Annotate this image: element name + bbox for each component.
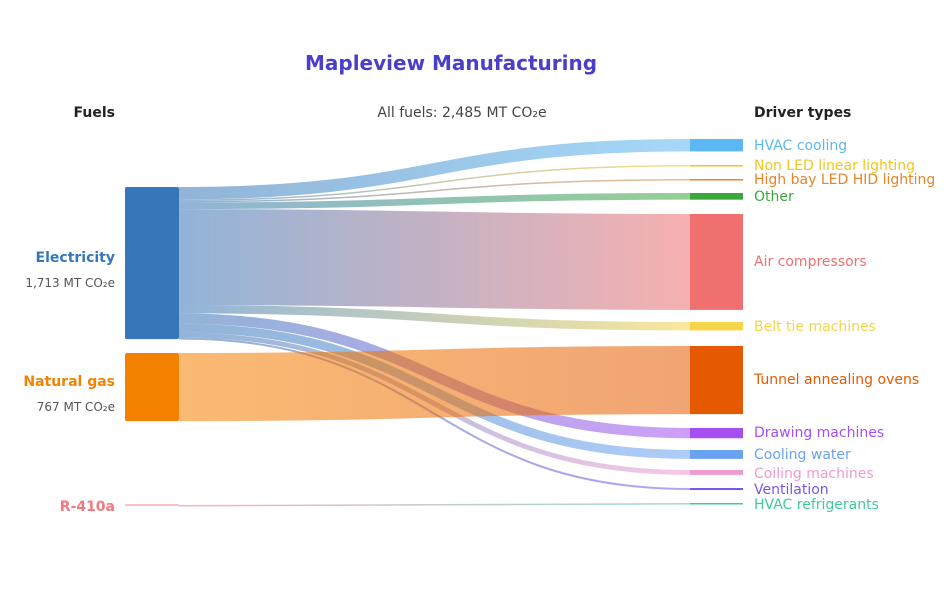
target-node-belt-tie-machines[interactable]	[690, 322, 743, 331]
source-label-natural-gas: Natural gas	[23, 374, 115, 390]
target-node-hvac-cooling[interactable]	[690, 139, 743, 152]
target-label-air-compressors: Air compressors	[754, 254, 867, 270]
target-node-other[interactable]	[690, 193, 743, 200]
target-label-drawing-machines: Drawing machines	[754, 425, 884, 441]
sankey-nodes	[125, 139, 743, 506]
sankey-labels: Electricity 1,713 MT CO₂e Natural gas 767 M…	[23, 138, 935, 515]
link-natural-gas-to-tunnel-annealing-ovens	[178, 346, 691, 422]
link-electricity-to-high-bay-led-hid-lighting	[178, 179, 691, 203]
source-node-electricity[interactable]	[125, 187, 179, 340]
link-electricity-to-air-compressors	[178, 209, 691, 310]
right-header: Driver types	[754, 105, 851, 121]
target-label-high-bay-led-hid-lighting: High bay LED HID lighting	[754, 172, 935, 188]
target-label-tunnel-annealing-ovens: Tunnel annealing ovens	[753, 372, 919, 388]
left-header: Fuels	[74, 105, 115, 121]
target-label-hvac-refrigerants: HVAC refrigerants	[754, 497, 879, 513]
target-label-ventilation: Ventilation	[754, 482, 829, 498]
target-node-hvac-refrigerants[interactable]	[690, 503, 743, 505]
target-node-coiling-machines[interactable]	[690, 470, 743, 475]
target-node-non-led-linear-lighting[interactable]	[690, 165, 743, 167]
target-label-coiling-machines: Coiling machines	[754, 466, 874, 482]
chart-title: Mapleview Manufacturing	[305, 51, 597, 75]
source-label-r-410a: R-410a	[60, 499, 115, 515]
target-label-belt-tie-machines: Belt tie machines	[754, 319, 876, 335]
total-label: All fuels: 2,485 MT CO₂e	[377, 105, 546, 121]
target-node-cooling-water[interactable]	[690, 450, 743, 459]
target-label-other: Other	[754, 189, 794, 205]
source-label-electricity: Electricity	[36, 250, 115, 266]
source-value-natural-gas: 767 MT CO₂e	[37, 400, 115, 414]
link-electricity-to-belt-tie-machines	[178, 304, 691, 331]
link-electricity-to-other	[178, 193, 691, 210]
sankey-links	[178, 139, 691, 507]
link-electricity-to-hvac-cooling	[178, 139, 691, 200]
source-node-natural-gas[interactable]	[125, 353, 179, 422]
source-value-electricity: 1,713 MT CO₂e	[25, 276, 115, 290]
target-label-hvac-cooling: HVAC cooling	[754, 138, 847, 154]
target-node-ventilation[interactable]	[690, 488, 743, 491]
target-node-tunnel-annealing-ovens[interactable]	[690, 346, 743, 415]
target-label-non-led-linear-lighting: Non LED linear lighting	[754, 158, 915, 174]
link-electricity-to-non-led-linear-lighting	[178, 165, 691, 201]
link-r-410a-to-hvac-refrigerants	[178, 503, 691, 507]
target-label-cooling-water: Cooling water	[754, 447, 851, 463]
source-node-r-410a[interactable]	[125, 504, 179, 506]
target-node-air-compressors[interactable]	[690, 214, 743, 310]
target-node-drawing-machines[interactable]	[690, 428, 743, 439]
target-node-high-bay-led-hid-lighting[interactable]	[690, 179, 743, 181]
